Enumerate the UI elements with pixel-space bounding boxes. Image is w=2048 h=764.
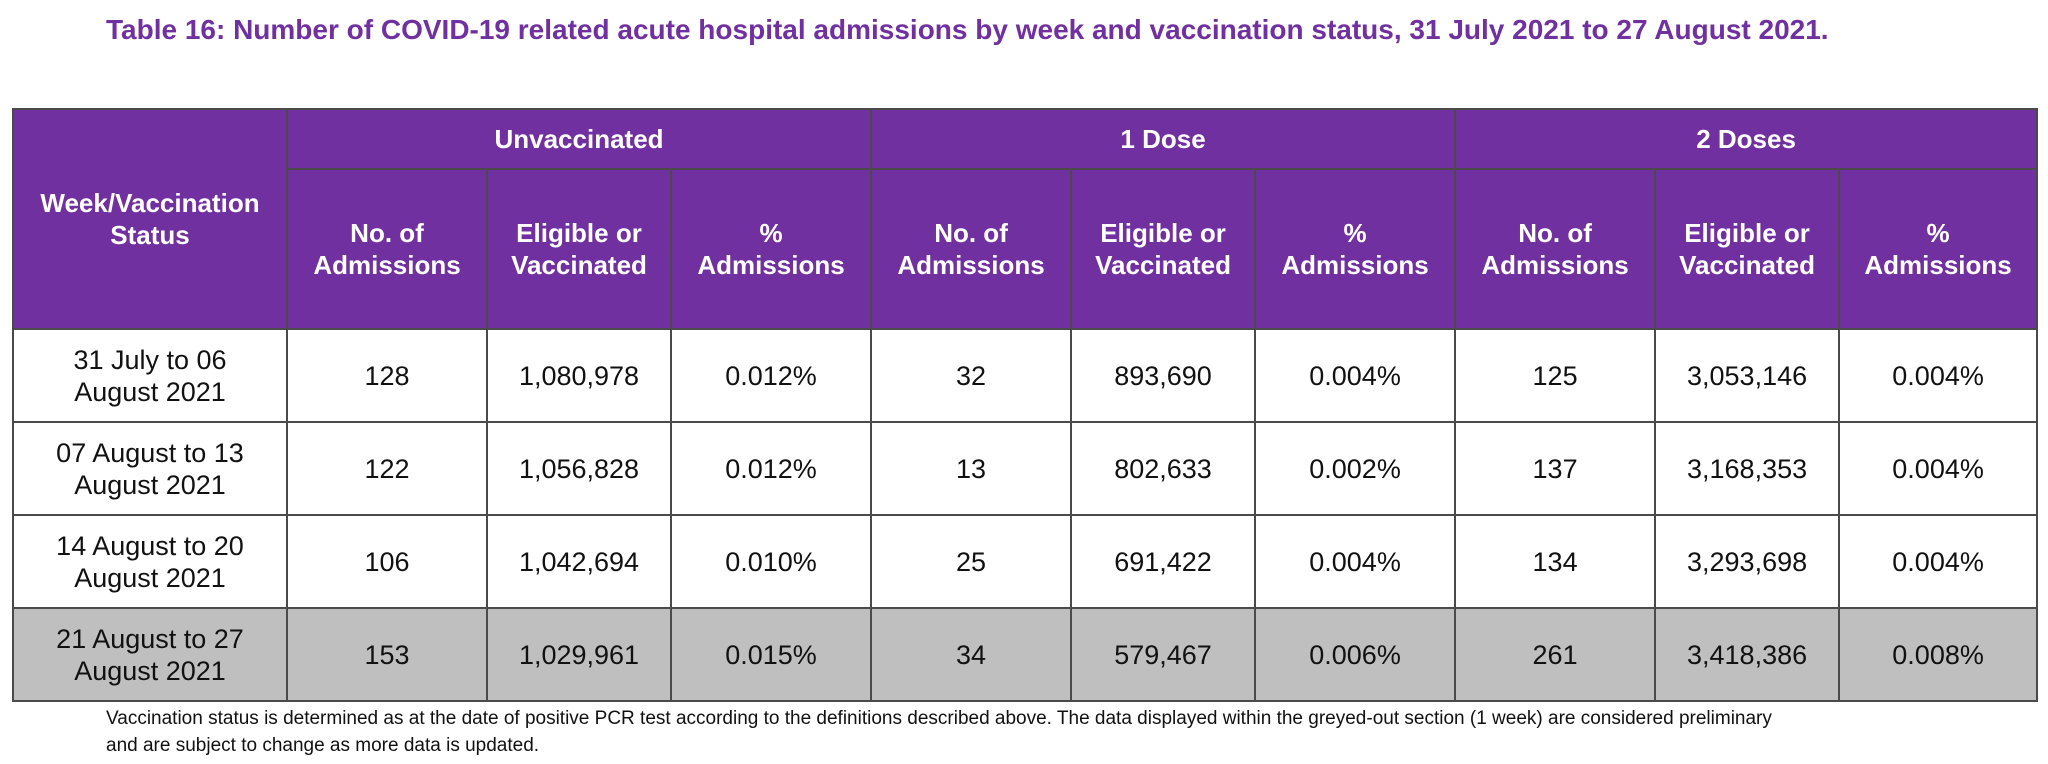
cell-unvaccinated-percent: 0.012% xyxy=(669,328,873,423)
table-row: 31 July to 06 August 2021 128 1,080,978 0.01… xyxy=(12,328,2039,423)
cell-1-dose-vaccinated: 691,422 xyxy=(1070,514,1257,609)
week-cell: 21 August to 27 August 2021 xyxy=(12,607,288,702)
row-header-week-status: Week/Vaccination Status xyxy=(12,108,288,330)
cell-2-doses-admissions: 134 xyxy=(1454,514,1657,609)
cell-unvaccinated-percent: 0.015% xyxy=(669,607,873,702)
cell-1-dose-percent: 0.006% xyxy=(1254,607,1457,702)
cell-2-doses-vaccinated: 3,418,386 xyxy=(1654,607,1841,702)
group-header-1-dose: 1 Dose xyxy=(870,108,1457,170)
group-header-row: Week/Vaccination Status Unvaccinated 1 D… xyxy=(12,108,2039,330)
cell-1-dose-vaccinated: 802,633 xyxy=(1070,421,1257,516)
week-cell: 07 August to 13 August 2021 xyxy=(12,421,288,516)
footnote-line: and are subject to change as more data i… xyxy=(106,735,540,756)
subheader-line: No. of xyxy=(1518,218,1592,248)
week-line: August 2021 xyxy=(74,469,226,500)
cell-unvaccinated-admissions: 153 xyxy=(286,607,488,702)
cell-1-dose-percent: 0.004% xyxy=(1254,328,1457,423)
cell-unvaccinated-admissions: 122 xyxy=(286,421,488,516)
cell-unvaccinated-percent: 0.012% xyxy=(669,421,873,516)
week-line: August 2021 xyxy=(74,376,226,407)
cell-2-doses-percent: 0.004% xyxy=(1838,328,2039,423)
group-header-unvaccinated: Unvaccinated xyxy=(285,108,873,170)
cell-2-doses-vaccinated: 3,053,146 xyxy=(1654,328,1841,423)
table-row: 14 August to 20 August 2021 106 1,042,694 0.… xyxy=(12,514,2039,609)
week-cell: 31 July to 06 August 2021 xyxy=(12,328,288,423)
cell-2-doses-percent: 0.008% xyxy=(1838,607,2039,702)
subheader-unvaccinated-percent-admissions: % Admissions xyxy=(669,168,873,330)
subheader-line: % xyxy=(759,218,783,248)
subheader-2-doses-eligible-or-vaccinated: Eligible or Vaccinated xyxy=(1654,168,1841,330)
table-row: 07 August to 13 August 2021 122 1,056,828 0.… xyxy=(12,421,2039,516)
subheader-line: Admissions xyxy=(897,250,1045,280)
subheader-line: Admissions xyxy=(1864,250,2012,280)
subheader-unvaccinated-eligible-or-vaccinated: Eligible or Vaccinated xyxy=(486,168,672,330)
cell-unvaccinated-admissions: 128 xyxy=(286,328,488,423)
footnote-line: Vaccination status is determined as at t… xyxy=(106,708,1772,729)
cell-2-doses-percent: 0.004% xyxy=(1838,421,2039,516)
cell-unvaccinated-eligible: 1,029,961 xyxy=(486,607,672,702)
subheader-2-doses-percent-admissions: % Admissions xyxy=(1838,168,2039,330)
admissions-table: Week/Vaccination Status Unvaccinated 1 D… xyxy=(12,108,2039,702)
cell-2-doses-percent: 0.004% xyxy=(1838,514,2039,609)
subheader-line: No. of xyxy=(350,218,424,248)
row-header-line: Week/Vaccination xyxy=(40,188,260,218)
cell-1-dose-admissions: 13 xyxy=(870,421,1073,516)
group-header-2-doses: 2 Doses xyxy=(1454,108,2039,170)
subheader-line: Admissions xyxy=(1481,250,1629,280)
row-header-line: Status xyxy=(110,220,190,250)
cell-1-dose-vaccinated: 893,690 xyxy=(1070,328,1257,423)
cell-unvaccinated-percent: 0.010% xyxy=(669,514,873,609)
cell-1-dose-admissions: 34 xyxy=(870,607,1073,702)
table-row-preliminary: 21 August to 27 August 2021 153 1,029,961 0.… xyxy=(12,607,2039,702)
subheader-line: Admissions xyxy=(697,250,845,280)
cell-1-dose-admissions: 32 xyxy=(870,328,1073,423)
subheader-line: Vaccinated xyxy=(1679,250,1815,280)
week-cell: 14 August to 20 August 2021 xyxy=(12,514,288,609)
subheader-line: % xyxy=(1343,218,1367,248)
cell-2-doses-admissions: 137 xyxy=(1454,421,1657,516)
cell-unvaccinated-eligible: 1,080,978 xyxy=(486,328,672,423)
week-line: 14 August to 20 xyxy=(56,530,244,561)
cell-2-doses-admissions: 261 xyxy=(1454,607,1657,702)
subheader-unvaccinated-no-of-admissions: No. of Admissions xyxy=(286,168,488,330)
cell-1-dose-percent: 0.004% xyxy=(1254,514,1457,609)
week-line: 21 August to 27 xyxy=(56,623,244,654)
cell-1-dose-percent: 0.002% xyxy=(1254,421,1457,516)
subheader-line: Vaccinated xyxy=(511,250,647,280)
cell-2-doses-vaccinated: 3,293,698 xyxy=(1654,514,1841,609)
subheader-1-dose-no-of-admissions: No. of Admissions xyxy=(870,168,1073,330)
subheader-line: Vaccinated xyxy=(1095,250,1231,280)
table-title: Table 16: Number of COVID-19 related acu… xyxy=(106,14,1829,45)
week-line: August 2021 xyxy=(74,562,226,593)
subheader-1-dose-eligible-or-vaccinated: Eligible or Vaccinated xyxy=(1070,168,1257,330)
footnote: Vaccination status is determined as at t… xyxy=(106,705,2006,759)
subheader-line: % xyxy=(1926,218,1950,248)
subheader-line: Eligible or xyxy=(516,218,642,248)
cell-unvaccinated-eligible: 1,056,828 xyxy=(486,421,672,516)
subheader-1-dose-percent-admissions: % Admissions xyxy=(1254,168,1457,330)
cell-2-doses-vaccinated: 3,168,353 xyxy=(1654,421,1841,516)
cell-1-dose-admissions: 25 xyxy=(870,514,1073,609)
table-body: 31 July to 06 August 2021 128 1,080,978 0.01… xyxy=(12,328,2039,702)
subheader-line: No. of xyxy=(934,218,1008,248)
subheader-line: Eligible or xyxy=(1684,218,1810,248)
week-line: 31 July to 06 xyxy=(73,344,227,375)
cell-unvaccinated-admissions: 106 xyxy=(286,514,488,609)
subheader-line: Eligible or xyxy=(1100,218,1226,248)
cell-unvaccinated-eligible: 1,042,694 xyxy=(486,514,672,609)
sub-header-row: No. of Admissions Eligible or Vaccinated% Ad… xyxy=(13,168,2039,330)
week-line: 07 August to 13 xyxy=(56,437,244,468)
subheader-2-doses-no-of-admissions: No. of Admissions xyxy=(1454,168,1657,330)
subheader-line: Admissions xyxy=(313,250,461,280)
week-line: August 2021 xyxy=(74,655,226,686)
cell-1-dose-vaccinated: 579,467 xyxy=(1070,607,1257,702)
subheader-line: Admissions xyxy=(1281,250,1429,280)
cell-2-doses-admissions: 125 xyxy=(1454,328,1657,423)
